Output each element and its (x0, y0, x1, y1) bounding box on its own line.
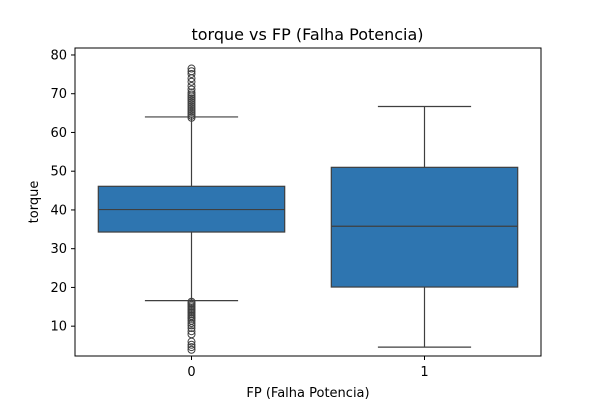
outlier-point (187, 96, 196, 105)
y-tick-label-60: 60 (50, 126, 67, 141)
outlier-point (187, 77, 196, 86)
y-axis: 10 20 30 40 50 60 70 80 (50, 48, 75, 335)
outlier-point (187, 324, 196, 333)
y-tick-label-80: 80 (50, 48, 67, 63)
outlier-point (187, 337, 196, 346)
outlier-point (187, 104, 196, 113)
x-tick-label-1: 1 (420, 365, 428, 380)
chart-title: torque vs FP (Falha Potencia) (191, 25, 423, 44)
outlier-point (187, 109, 196, 118)
outlier-point (187, 69, 196, 78)
y-tick-label-40: 40 (50, 203, 67, 218)
outlier-point (187, 111, 196, 120)
x-tick-label-0: 0 (187, 365, 195, 380)
plot-frame (74, 47, 542, 357)
outlier-point (187, 90, 196, 99)
y-tick-label-20: 20 (50, 281, 67, 296)
outlier-point (187, 64, 196, 73)
outlier-point (187, 340, 196, 349)
box-1 (330, 166, 519, 288)
y-tick-label-70: 70 (50, 87, 67, 102)
y-tick-label-10: 10 (50, 320, 67, 335)
plot-area (97, 64, 519, 354)
outlier-point (187, 327, 196, 336)
outlier-point (187, 67, 196, 76)
outlier-point (187, 81, 196, 90)
outlier-point (187, 98, 196, 107)
outlier-point (187, 107, 196, 116)
outlier-point (187, 343, 196, 352)
x-axis-label: FP (Falha Potencia) (246, 386, 369, 400)
outlier-point (187, 105, 196, 114)
outlier-point (187, 319, 196, 328)
y-axis-label: torque (27, 181, 42, 224)
outlier-point (187, 100, 196, 109)
y-tick-label-50: 50 (50, 165, 67, 180)
outlier-point (187, 345, 196, 354)
outlier-point (187, 113, 196, 122)
outlier-point (187, 321, 196, 330)
outlier-point (187, 94, 196, 103)
outlier-point (187, 102, 196, 111)
outlier-point (187, 85, 196, 94)
y-tick-label-30: 30 (50, 242, 67, 257)
